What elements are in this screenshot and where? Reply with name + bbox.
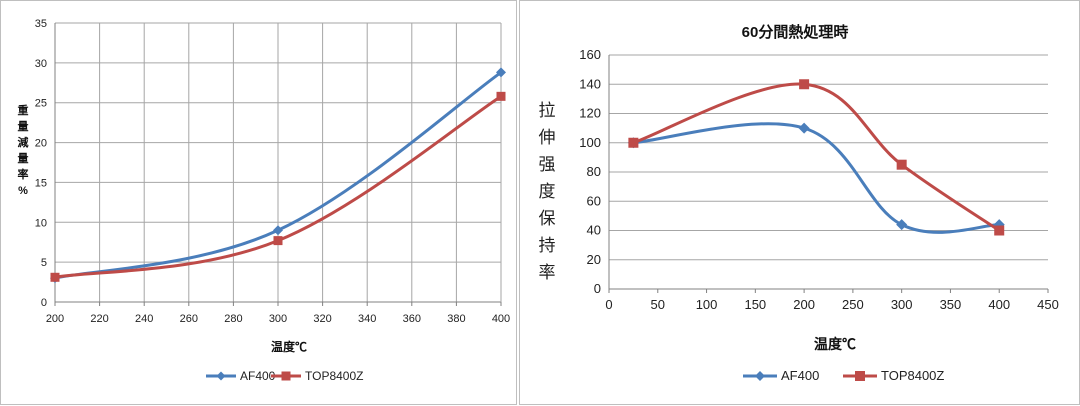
r-legend-af400-label: AF400 bbox=[781, 368, 819, 383]
tensile-retention-chart: 60分間熱処理時 0 50 100 150 200 250 300 350 400 450 0 20… bbox=[539, 23, 1059, 383]
r-y-label-char: 强 bbox=[539, 155, 556, 175]
l-y-label-char: 率 bbox=[18, 167, 29, 181]
r-top8400z-point-0 bbox=[628, 137, 639, 148]
r-x-tick-label: 200 bbox=[793, 297, 815, 312]
right-axes bbox=[608, 55, 1049, 293]
left-grid bbox=[54, 22, 502, 303]
r-x-tick-label: 250 bbox=[842, 297, 864, 312]
r-y-label-char: 伸 bbox=[539, 128, 556, 148]
l-y-label-char: % bbox=[18, 185, 28, 197]
r-y-tick-label: 20 bbox=[587, 252, 601, 267]
weight-loss-chart: 200 220 240 260 280 300 320 340 360 380 400 0 5 10 15… bbox=[18, 18, 511, 383]
r-y-tick-label: 40 bbox=[587, 223, 601, 238]
l-top8400z-point-2 bbox=[496, 91, 506, 101]
r-top8400z-point-2 bbox=[896, 159, 907, 170]
r-x-tick-label: 400 bbox=[988, 297, 1010, 312]
r-x-tick-label: 300 bbox=[891, 297, 913, 312]
r-y-tick-label: 60 bbox=[587, 193, 601, 208]
l-y-tick-label: 30 bbox=[35, 58, 47, 70]
l-legend-top8400z-point-legend bbox=[281, 371, 291, 381]
left-legend: AF400 TOP8400Z bbox=[206, 369, 363, 383]
l-x-tick-label: 320 bbox=[313, 313, 331, 325]
l-top8400z-point-1 bbox=[273, 236, 283, 246]
l-x-tick-label: 400 bbox=[492, 313, 510, 325]
right-x-axis-label: 温度℃ bbox=[814, 336, 856, 352]
l-x-tick-label: 380 bbox=[447, 313, 465, 325]
l-y-tick-label: 35 bbox=[35, 18, 47, 30]
r-x-tick-label: 50 bbox=[651, 297, 665, 312]
r-y-tick-label: 140 bbox=[579, 76, 601, 91]
l-x-tick-label: 200 bbox=[46, 313, 64, 325]
r-y-label-char: 保 bbox=[539, 209, 556, 229]
right-chart-panel: 60分間熱処理時 0 50 100 150 200 250 300 350 400 450 0 20… bbox=[519, 0, 1080, 405]
r-y-tick-label: 100 bbox=[579, 135, 601, 150]
l-af400-point-1 bbox=[273, 225, 283, 236]
l-y-tick-label: 0 bbox=[41, 297, 47, 309]
r-y-label-char: 率 bbox=[539, 263, 556, 283]
right-y-ticks: 0 20 40 60 80 100 120 140 160 bbox=[579, 47, 601, 296]
r-af400-point-1 bbox=[798, 122, 810, 134]
r-y-tick-label: 120 bbox=[579, 106, 601, 121]
r-af400-line bbox=[633, 122, 1000, 234]
l-legend-af400-point-legend bbox=[216, 371, 226, 381]
l-x-tick-label: 240 bbox=[135, 313, 153, 325]
l-x-tick-label: 280 bbox=[224, 313, 242, 325]
r-legend-top8400z-label: TOP8400Z bbox=[881, 368, 944, 383]
l-y-tick-label: 5 bbox=[41, 257, 47, 269]
r-top8400z-point-1 bbox=[799, 79, 810, 90]
l-x-tick-label: 300 bbox=[269, 313, 287, 325]
r-y-label-char: 度 bbox=[539, 182, 556, 202]
r-x-tick-label: 0 bbox=[605, 297, 612, 312]
right-x-ticks: 0 50 100 150 200 250 300 350 400 450 bbox=[605, 297, 1058, 312]
l-x-tick-label: 220 bbox=[90, 313, 108, 325]
l-y-label-char: 量 bbox=[18, 152, 29, 165]
l-y-tick-label: 25 bbox=[35, 98, 47, 110]
r-top8400z-point-3 bbox=[994, 225, 1005, 236]
l-y-label-char: 減 bbox=[18, 135, 29, 149]
l-y-tick-label: 15 bbox=[35, 177, 47, 189]
l-x-tick-label: 360 bbox=[403, 313, 421, 325]
r-legend-af400-point-legend bbox=[755, 371, 765, 381]
r-x-tick-label: 450 bbox=[1037, 297, 1059, 312]
right-chart-title: 60分間熱処理時 bbox=[742, 23, 849, 41]
r-y-tick-label: 80 bbox=[587, 164, 601, 179]
l-legend-af400-label: AF400 bbox=[240, 369, 276, 383]
r-af400-point-2 bbox=[896, 219, 908, 231]
l-y-tick-label: 10 bbox=[35, 217, 47, 229]
r-x-tick-label: 150 bbox=[744, 297, 766, 312]
r-legend-top8400z-point-legend bbox=[855, 371, 865, 381]
right-series bbox=[627, 79, 1005, 236]
right-legend: AF400 TOP8400Z bbox=[743, 368, 944, 383]
l-af400-point-2 bbox=[496, 67, 506, 78]
l-y-label-char: 重 bbox=[18, 103, 29, 117]
l-x-tick-label: 340 bbox=[358, 313, 376, 325]
left-series bbox=[50, 67, 506, 284]
left-chart-panel: 200 220 240 260 280 300 320 340 360 380 400 0 5 10 15… bbox=[0, 0, 517, 405]
r-y-tick-label: 0 bbox=[594, 281, 601, 296]
r-y-label-char: 持 bbox=[539, 236, 556, 256]
left-x-axis-label: 温度℃ bbox=[271, 339, 307, 354]
left-x-ticks: 200 220 240 260 280 300 320 340 360 380 400 bbox=[46, 313, 510, 325]
r-x-tick-label: 350 bbox=[940, 297, 962, 312]
right-grid bbox=[609, 54, 1048, 290]
l-y-label-char: 量 bbox=[18, 120, 29, 133]
l-legend-top8400z-label: TOP8400Z bbox=[305, 369, 363, 383]
r-top8400z-line bbox=[632, 82, 1001, 232]
r-x-tick-label: 100 bbox=[696, 297, 718, 312]
l-y-tick-label: 20 bbox=[35, 138, 47, 150]
left-y-ticks: 0 5 10 15 20 25 30 35 bbox=[35, 18, 47, 309]
r-y-tick-label: 160 bbox=[579, 47, 601, 62]
l-x-tick-label: 260 bbox=[180, 313, 198, 325]
r-y-label-char: 拉 bbox=[539, 101, 556, 121]
l-top8400z-point-0 bbox=[50, 272, 60, 282]
